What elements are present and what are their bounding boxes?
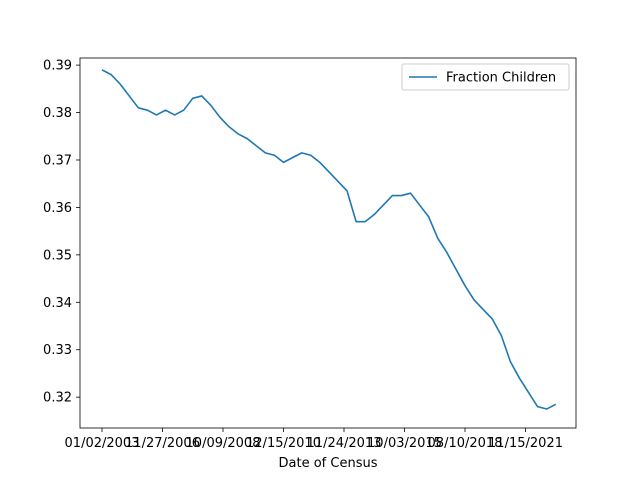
plot-area — [80, 58, 576, 428]
x-tick-label: 10/09/2008 — [186, 436, 261, 451]
y-tick-label: 0.34 — [43, 296, 72, 311]
legend-label: Fraction Children — [446, 71, 556, 86]
y-tick-label: 0.33 — [43, 343, 72, 358]
x-tick-label: 11/24/2013 — [307, 436, 382, 451]
x-tick-label: 11/15/2021 — [488, 436, 563, 451]
legend: Fraction Children — [401, 63, 570, 91]
plot-frame — [79, 57, 577, 429]
x-tick-label: 11/27/2006 — [125, 436, 200, 451]
x-axis-ticks: 01/02/200311/27/200610/09/200812/15/2010… — [65, 428, 563, 451]
y-axis-ticks: 0.32 0.33 0.34 0.35 0.36 0.37 0.38 0.39 — [43, 59, 80, 406]
y-tick-label: 0.39 — [43, 59, 72, 74]
x-tick-label: 01/02/2003 — [65, 436, 140, 451]
y-tick-label: 0.36 — [43, 201, 72, 216]
y-tick-label: 0.38 — [43, 106, 72, 121]
y-tick-label: 0.37 — [43, 153, 72, 168]
legend-box — [401, 63, 570, 91]
series-layer — [101, 69, 557, 410]
x-axis-label: Date of Census — [279, 456, 378, 471]
x-tick-label: 08/10/2018 — [428, 436, 503, 451]
y-tick-label: 0.35 — [43, 248, 72, 263]
x-tick-label: 10/03/2015 — [367, 436, 442, 451]
x-tick-label: 12/15/2010 — [246, 436, 321, 451]
series-line-fraction-children — [101, 69, 557, 410]
y-tick-label: 0.32 — [43, 391, 72, 406]
